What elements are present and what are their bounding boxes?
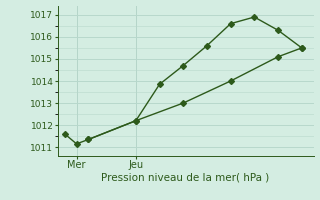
X-axis label: Pression niveau de la mer( hPa ): Pression niveau de la mer( hPa )	[101, 173, 270, 183]
